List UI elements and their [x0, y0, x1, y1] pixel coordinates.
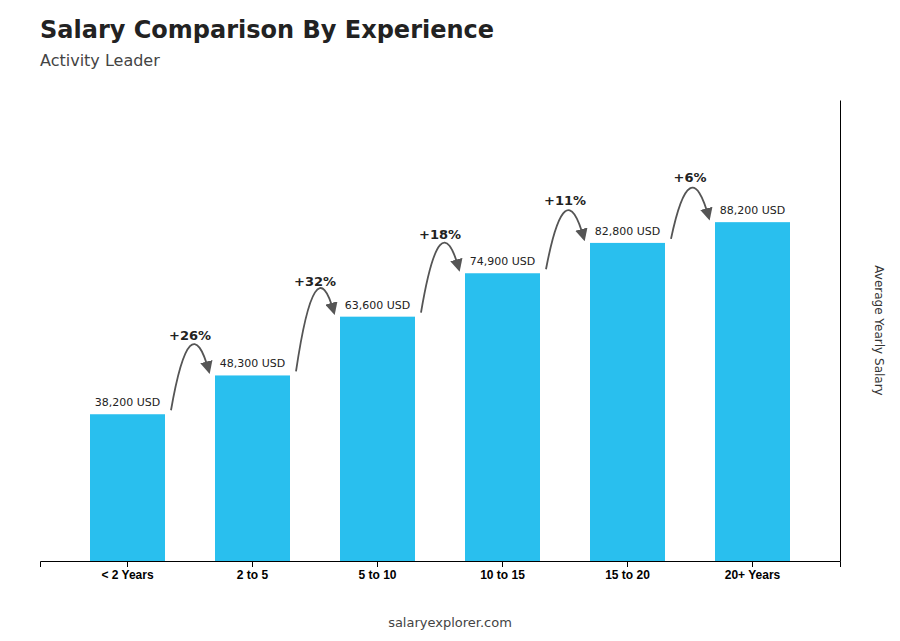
- x-tick-mark: [127, 561, 128, 567]
- x-tick-mark: [752, 561, 753, 567]
- data-label: 38,200 USD: [95, 396, 161, 409]
- x-axis: < 2 Years 2 to 5 5 to 10 10 to 15 15 to 20 20…: [41, 561, 841, 582]
- subtitle: Activity Leader: [40, 51, 160, 70]
- change-label: +32%: [294, 274, 336, 289]
- change-label: +11%: [544, 193, 586, 208]
- data-label: 88,200 USD: [720, 204, 786, 217]
- annotations: +26% +32% +18% +11% +6%: [169, 170, 709, 410]
- data-label: 82,800 USD: [595, 225, 661, 238]
- x-tick-label: 2 to 5: [237, 568, 269, 582]
- x-tick-mark: [252, 561, 253, 567]
- x-tick-label: < 2 Years: [101, 568, 153, 582]
- x-tick: 10 to 15: [480, 561, 525, 582]
- x-tick-mark: [502, 561, 503, 567]
- x-axis-line: [41, 562, 841, 568]
- change-arrow: [671, 188, 709, 239]
- x-tick-mark: [377, 561, 378, 567]
- title: Salary Comparison By Experience: [40, 16, 494, 44]
- x-tick: < 2 Years: [101, 561, 153, 582]
- x-tick-mark: [627, 561, 628, 567]
- bars: [90, 222, 790, 561]
- y-axis: [840, 101, 841, 562]
- chart: Salary Comparison By Experience Activity …: [0, 0, 900, 641]
- bar: [340, 317, 415, 561]
- y-axis-line: [840, 101, 841, 562]
- change-label: +18%: [419, 227, 461, 242]
- change-arrow: [421, 243, 459, 313]
- x-tick: 5 to 10: [358, 561, 396, 582]
- bar: [465, 273, 540, 561]
- change-arrow: [546, 210, 584, 269]
- bar: [90, 414, 165, 561]
- footer: salaryexplorer.com: [388, 615, 512, 630]
- x-tick-label: 10 to 15: [480, 568, 525, 582]
- bar: [715, 222, 790, 561]
- change-label: +26%: [169, 328, 211, 343]
- data-label: 63,600 USD: [345, 299, 411, 312]
- x-tick: 20+ Years: [725, 561, 781, 582]
- data-labels: 38,200 USD 48,300 USD 63,600 USD 74,900 USD…: [95, 204, 786, 409]
- change-arrow: [171, 344, 209, 410]
- bar: [215, 375, 290, 561]
- x-tick: 15 to 20: [605, 561, 650, 582]
- x-tick-label: 5 to 10: [358, 568, 396, 582]
- x-tick-label: 15 to 20: [605, 568, 650, 582]
- y-axis-title: Average Yearly Salary: [872, 265, 886, 395]
- data-label: 74,900 USD: [470, 255, 536, 268]
- x-tick: 2 to 5: [237, 561, 269, 582]
- change-label: +6%: [674, 170, 707, 185]
- data-label: 48,300 USD: [220, 357, 286, 370]
- plot: < 2 Years 2 to 5 5 to 10 10 to 15 15 to 20 20…: [41, 101, 841, 582]
- x-tick-label: 20+ Years: [725, 568, 781, 582]
- change-arrow: [296, 288, 334, 371]
- bar: [590, 243, 665, 561]
